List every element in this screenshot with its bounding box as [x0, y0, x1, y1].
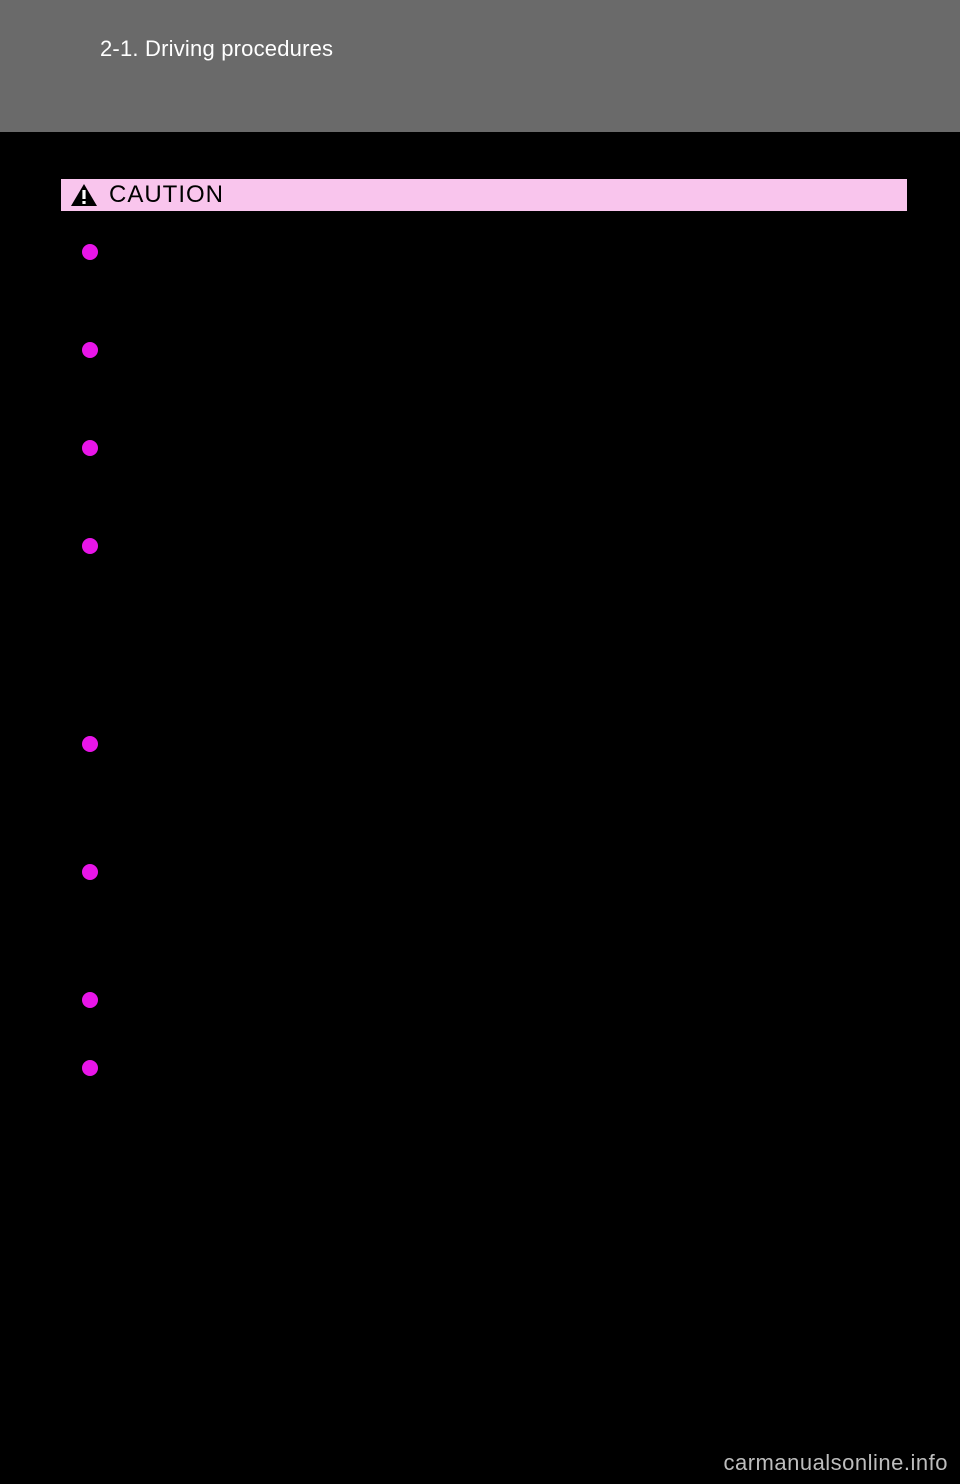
bullet-block [60, 1056, 908, 1076]
bullet-block [60, 732, 908, 752]
page: 2-1. Driving procedures CAUTION carmanua… [0, 0, 960, 1484]
bullet-dot-icon [82, 1060, 98, 1076]
caution-label: CAUTION [109, 181, 224, 209]
bullet-text [112, 240, 908, 260]
bullet-block [60, 240, 908, 260]
section-title: 2-1. Driving procedures [100, 36, 333, 62]
bullet-block [60, 534, 908, 554]
warning-icon [67, 179, 101, 211]
bullet-dot-icon [82, 342, 98, 358]
bullet-dot-icon [82, 864, 98, 880]
bullet-dot-icon [82, 244, 98, 260]
bullet-block [60, 988, 908, 1008]
bullet-block [60, 860, 908, 880]
bullet-text [112, 436, 908, 456]
bullet-text [112, 860, 908, 880]
header-band: 2-1. Driving procedures [0, 0, 960, 132]
bullet-dot-icon [82, 736, 98, 752]
bullet-text [112, 338, 908, 358]
watermark: carmanualsonline.info [723, 1450, 948, 1476]
bullet-text [112, 1056, 908, 1076]
bullet-text [112, 732, 908, 752]
bullet-dot-icon [82, 538, 98, 554]
bullet-block [60, 436, 908, 456]
bullet-block [60, 338, 908, 358]
bullet-dot-icon [82, 992, 98, 1008]
bullet-text [112, 988, 908, 1008]
body-area [60, 222, 908, 1424]
bullet-text [112, 534, 908, 554]
bullet-dot-icon [82, 440, 98, 456]
caution-bar: CAUTION [60, 178, 908, 212]
